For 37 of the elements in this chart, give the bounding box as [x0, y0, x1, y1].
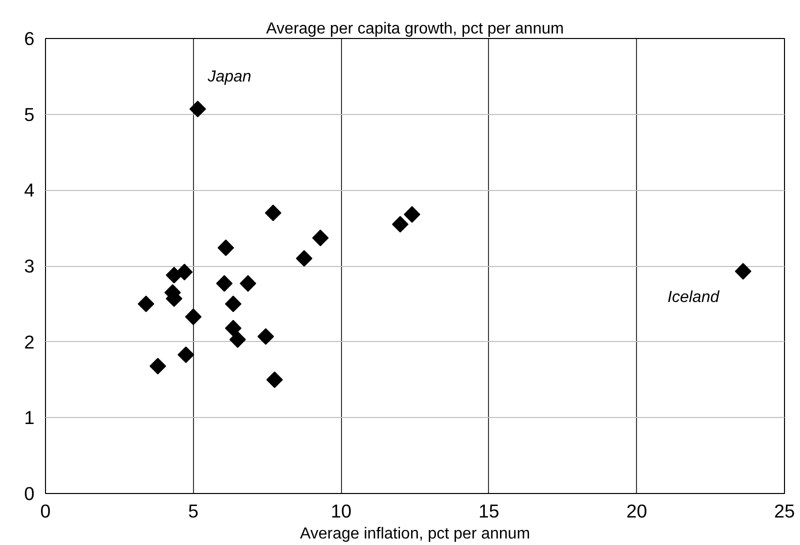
- x-tick-label: 5: [188, 500, 199, 522]
- point: [185, 308, 202, 326]
- point: [229, 331, 246, 348]
- x-tick-label: 20: [626, 500, 648, 522]
- y-tick-label: 3: [24, 256, 35, 276]
- point: [266, 371, 283, 388]
- point: [176, 264, 193, 280]
- point: [296, 250, 312, 267]
- point: [392, 216, 408, 233]
- point: [150, 358, 166, 374]
- y-tick-label: 5: [24, 104, 35, 125]
- point: [240, 275, 256, 292]
- point: [218, 240, 234, 256]
- point: [224, 320, 242, 336]
- y-tick-label: 2: [24, 331, 35, 352]
- y-tick-label: 4: [24, 180, 35, 201]
- x-tick-label: 25: [774, 500, 795, 522]
- x-tick-label: 15: [478, 500, 500, 522]
- point: [189, 100, 206, 118]
- chart-title: Average per capita growth, pct per annum: [266, 20, 564, 38]
- point: [734, 263, 752, 280]
- point: [264, 204, 282, 222]
- point: [178, 346, 194, 364]
- y-tick-label: 0: [24, 483, 35, 504]
- point: [138, 296, 154, 312]
- point: [312, 230, 329, 246]
- x-axis-title: Average inflation, pct per annum: [300, 526, 530, 542]
- x-tick-label: 0: [40, 500, 51, 522]
- y-tick-label: 6: [24, 28, 35, 49]
- point: [216, 275, 233, 292]
- x-tick-label: 10: [330, 500, 352, 522]
- point: [257, 328, 274, 345]
- point: [224, 296, 242, 312]
- y-tick-label: 1: [24, 407, 35, 428]
- annotation: Japan: [206, 68, 252, 86]
- point: [404, 206, 420, 223]
- annotation: Iceland: [668, 288, 720, 306]
